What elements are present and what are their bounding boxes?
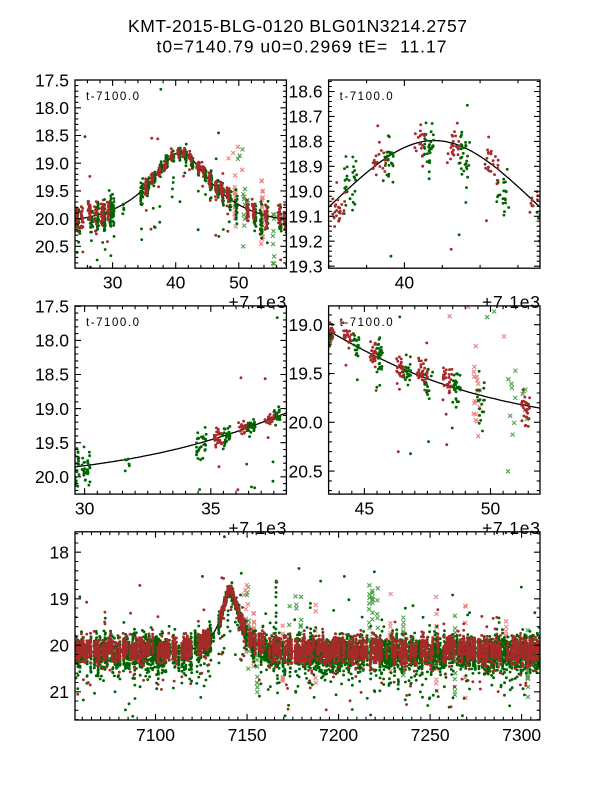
svg-text:20.5: 20.5 xyxy=(35,237,69,257)
svg-text:20.0: 20.0 xyxy=(35,209,69,229)
svg-text:17.5: 17.5 xyxy=(35,297,69,317)
svg-text:19.0: 19.0 xyxy=(289,315,323,335)
svg-text:17.5: 17.5 xyxy=(35,70,69,90)
svg-text:45: 45 xyxy=(355,498,374,518)
svg-text:30: 30 xyxy=(103,272,123,292)
svg-text:7250: 7250 xyxy=(411,725,450,745)
svg-text:t-7100.0: t-7100.0 xyxy=(340,91,393,103)
svg-text:t-7100.0: t-7100.0 xyxy=(86,91,139,103)
svg-text:20: 20 xyxy=(50,636,70,656)
svg-text:20.5: 20.5 xyxy=(289,461,323,481)
svg-text:40: 40 xyxy=(395,272,415,292)
svg-text:18.6: 18.6 xyxy=(289,82,323,102)
svg-text:18.0: 18.0 xyxy=(35,331,69,351)
svg-text:18.5: 18.5 xyxy=(35,365,69,385)
svg-text:18.9: 18.9 xyxy=(289,157,323,177)
svg-text:19.5: 19.5 xyxy=(35,181,69,201)
svg-text:18.8: 18.8 xyxy=(289,132,323,152)
svg-text:35: 35 xyxy=(201,498,220,518)
svg-text:19.0: 19.0 xyxy=(35,153,69,173)
svg-text:19.2: 19.2 xyxy=(289,231,323,251)
svg-text:18.7: 18.7 xyxy=(289,107,323,127)
svg-text:19.3: 19.3 xyxy=(289,256,323,276)
svg-text:40: 40 xyxy=(166,272,186,292)
svg-text:20.0: 20.0 xyxy=(289,413,323,433)
svg-text:20.0: 20.0 xyxy=(35,467,69,487)
svg-text:19.5: 19.5 xyxy=(35,433,69,453)
svg-text:50: 50 xyxy=(481,498,501,518)
svg-text:+7.1e3: +7.1e3 xyxy=(228,518,286,538)
svg-text:t-7100.0: t-7100.0 xyxy=(340,317,393,329)
svg-text:19.5: 19.5 xyxy=(289,364,323,384)
svg-text:+7.1e3: +7.1e3 xyxy=(482,292,540,312)
svg-text:18.5: 18.5 xyxy=(35,126,69,146)
svg-text:21: 21 xyxy=(50,682,69,702)
svg-text:7300: 7300 xyxy=(502,725,541,745)
svg-text:+7.1e3: +7.1e3 xyxy=(228,292,286,312)
svg-text:30: 30 xyxy=(75,498,95,518)
svg-text:19: 19 xyxy=(50,589,69,609)
svg-text:19.1: 19.1 xyxy=(289,207,323,227)
svg-text:+7.1e3: +7.1e3 xyxy=(482,518,540,538)
svg-text:18.0: 18.0 xyxy=(35,98,69,118)
svg-text:19.0: 19.0 xyxy=(289,182,323,202)
svg-text:7100: 7100 xyxy=(136,725,175,745)
svg-text:KMT-2015-BLG-0120 BLG01N3214.2: KMT-2015-BLG-0120 BLG01N3214.2757 xyxy=(128,16,467,36)
svg-text:7200: 7200 xyxy=(319,725,358,745)
svg-text:18: 18 xyxy=(50,543,69,563)
svg-text:50: 50 xyxy=(229,272,249,292)
svg-text:19.0: 19.0 xyxy=(35,399,69,419)
svg-text:t-7100.0: t-7100.0 xyxy=(86,317,139,329)
svg-text:t0=7140.79 u0=0.2969 tE= 11.1: t0=7140.79 u0=0.2969 tE= 11.17 xyxy=(157,37,447,57)
svg-text:7150: 7150 xyxy=(228,725,267,745)
